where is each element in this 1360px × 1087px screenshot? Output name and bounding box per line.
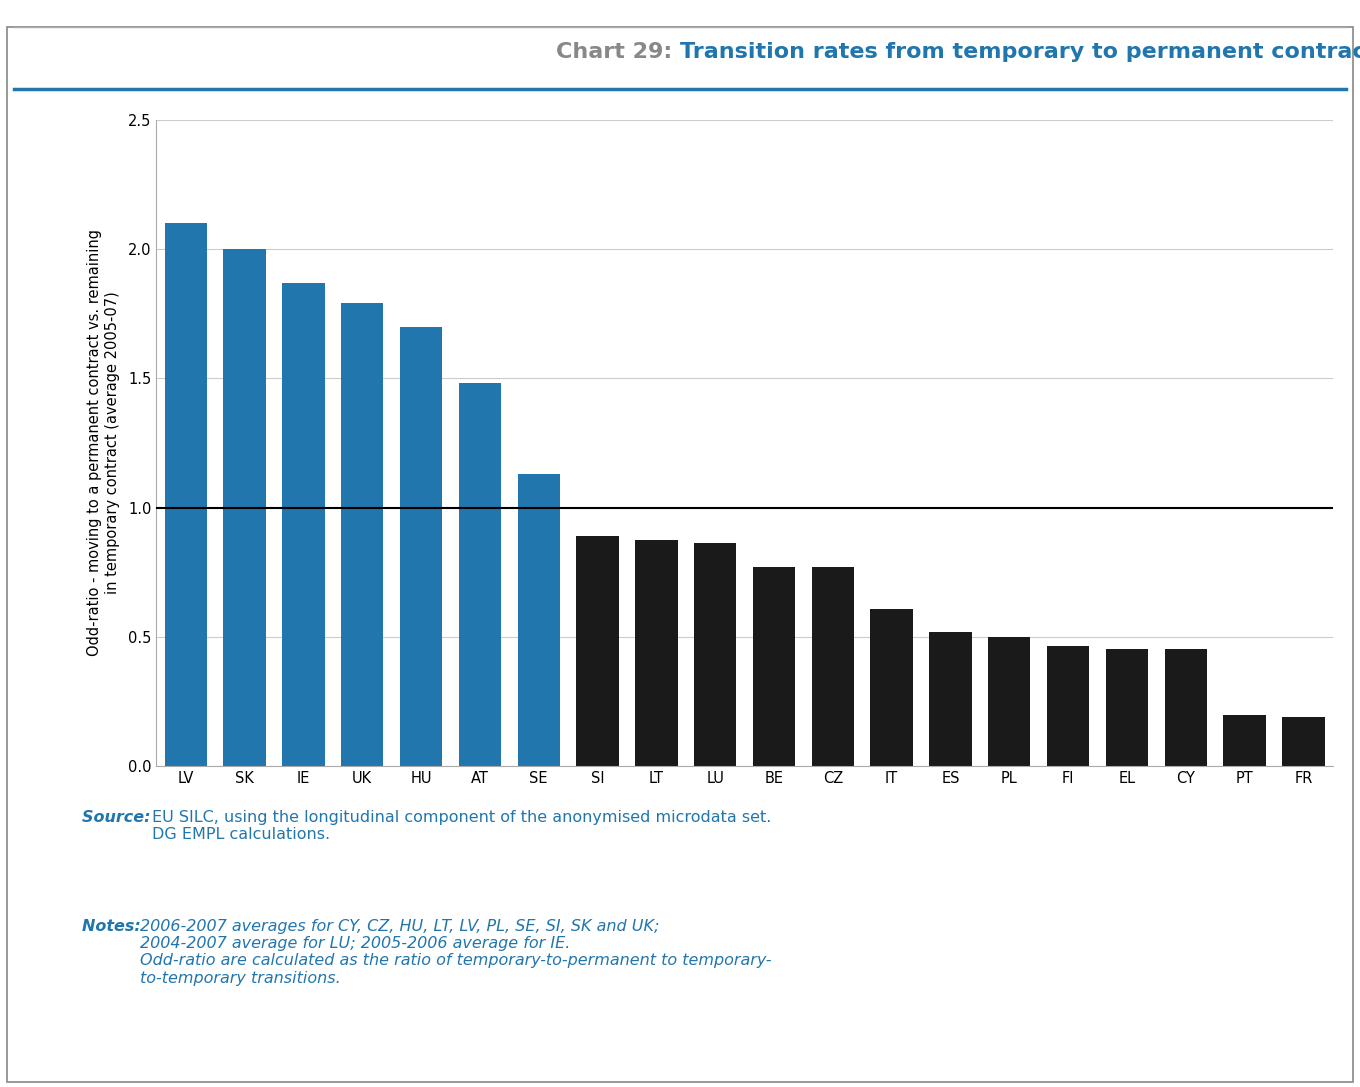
Bar — [341, 303, 384, 766]
Bar — [929, 632, 971, 766]
Bar — [812, 567, 854, 766]
Bar — [577, 536, 619, 766]
Bar — [989, 637, 1031, 766]
Text: Source:: Source: — [82, 810, 156, 825]
Bar — [283, 283, 325, 766]
Bar — [1282, 717, 1325, 766]
Bar — [694, 542, 736, 766]
Bar — [1047, 646, 1089, 766]
Bar — [223, 249, 265, 766]
Text: Chart 29:: Chart 29: — [556, 42, 680, 62]
Text: 2006-2007 averages for CY, CZ, HU, LT, LV, PL, SE, SI, SK and UK;
2004-2007 aver: 2006-2007 averages for CY, CZ, HU, LT, L… — [140, 919, 771, 986]
Bar — [165, 223, 207, 766]
Bar — [1106, 649, 1148, 766]
Bar — [635, 540, 677, 766]
Text: EU SILC, using the longitudinal component of the anonymised microdata set.
DG EM: EU SILC, using the longitudinal componen… — [152, 810, 771, 842]
Bar — [753, 567, 796, 766]
Text: Transition rates from temporary to permanent contracts: Transition rates from temporary to perma… — [680, 42, 1360, 62]
Text: Notes:: Notes: — [82, 919, 146, 934]
Bar — [518, 474, 560, 766]
Bar — [870, 609, 913, 766]
Bar — [458, 384, 500, 766]
Bar — [400, 326, 442, 766]
Bar — [1164, 649, 1206, 766]
Y-axis label: Odd-ratio - moving to a permanent contract vs. remaining
in temporary contract (: Odd-ratio - moving to a permanent contra… — [87, 229, 120, 657]
Bar — [1224, 714, 1266, 766]
